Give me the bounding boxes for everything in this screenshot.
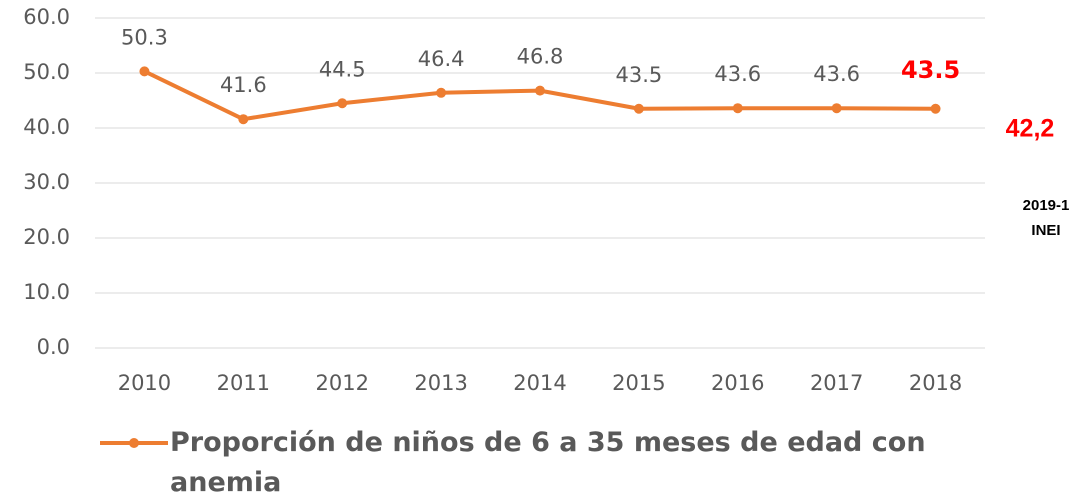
point bbox=[633, 103, 644, 114]
y-tick-label: 0.0 bbox=[37, 335, 70, 359]
data-label: 43.5 bbox=[616, 63, 663, 87]
x-tick-label: 2012 bbox=[315, 371, 368, 395]
x-tick-label: 2014 bbox=[513, 371, 566, 395]
point bbox=[930, 103, 941, 114]
data-label: 43.6 bbox=[714, 62, 761, 86]
y-tick-label: 30.0 bbox=[23, 170, 70, 194]
x-tick-label: 2011 bbox=[217, 371, 270, 395]
y-tick-label: 40.0 bbox=[23, 115, 70, 139]
x-tick-label: 2015 bbox=[612, 371, 665, 395]
point bbox=[831, 103, 842, 114]
data-label: 50.3 bbox=[121, 25, 168, 49]
legend-label: Proporción de niños de 6 a 35 meses de e… bbox=[170, 427, 926, 498]
legend-marker bbox=[129, 438, 139, 448]
data-label: 46.4 bbox=[418, 47, 465, 71]
annotation: 42,2 bbox=[1006, 115, 1055, 143]
point bbox=[238, 114, 249, 125]
x-tick-label: 2016 bbox=[711, 371, 764, 395]
y-tick-label: 60.0 bbox=[23, 5, 70, 29]
x-tick-label: 2018 bbox=[909, 371, 962, 395]
y-tick-label: 10.0 bbox=[23, 280, 70, 304]
x-tick-label: 2017 bbox=[810, 371, 863, 395]
annotation: 2019-1 bbox=[1023, 197, 1070, 214]
data-label: 44.5 bbox=[319, 57, 366, 81]
point bbox=[535, 85, 545, 96]
data-label: 43.5 bbox=[901, 56, 960, 84]
annotation: INEI bbox=[1031, 222, 1060, 239]
x-tick-label: 2010 bbox=[118, 371, 171, 395]
data-label: 43.6 bbox=[813, 62, 860, 86]
y-tick-label: 20.0 bbox=[23, 225, 70, 249]
data-label: 46.8 bbox=[517, 45, 564, 69]
x-tick-label: 2013 bbox=[414, 371, 467, 395]
point bbox=[139, 66, 150, 77]
data-label: 41.6 bbox=[220, 73, 267, 97]
point bbox=[337, 98, 348, 109]
point bbox=[732, 103, 743, 114]
point bbox=[436, 87, 447, 98]
y-tick-label: 50.0 bbox=[23, 60, 70, 84]
